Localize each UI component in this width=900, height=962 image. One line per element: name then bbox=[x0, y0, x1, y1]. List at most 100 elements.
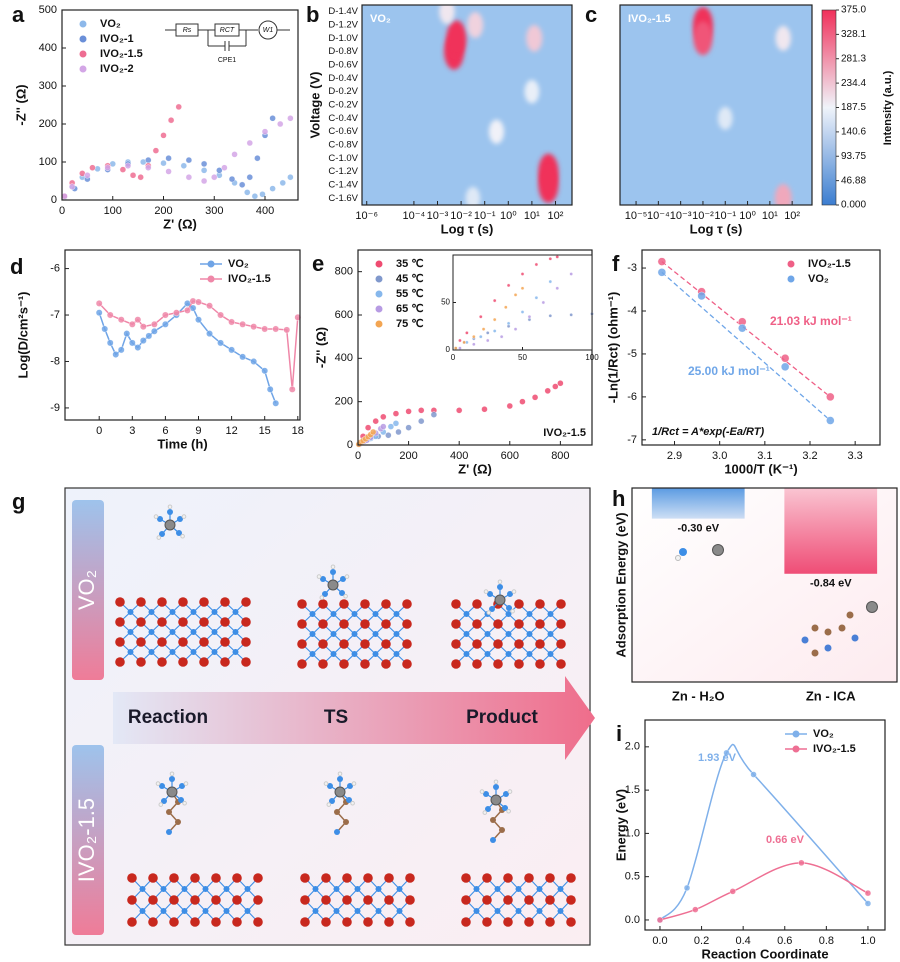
data-point bbox=[372, 417, 379, 425]
atom bbox=[148, 895, 158, 905]
y-tick-label: D-0.2V bbox=[328, 86, 358, 97]
data-point bbox=[129, 172, 137, 179]
atom bbox=[127, 873, 137, 883]
atom bbox=[211, 917, 221, 927]
atom bbox=[329, 798, 335, 804]
atom bbox=[139, 886, 146, 892]
atom bbox=[545, 873, 555, 883]
data-point bbox=[123, 330, 131, 338]
y-tick-label: C-0.8V bbox=[328, 140, 358, 151]
data-point bbox=[238, 181, 246, 189]
data-point bbox=[95, 300, 103, 307]
x-tick-label: 10⁻⁶ bbox=[355, 210, 378, 222]
y-tick-label: -7 bbox=[50, 309, 60, 321]
data-point bbox=[200, 160, 208, 168]
y-tick-label: D-1.0V bbox=[328, 33, 358, 44]
legend-label: 35 ℃ bbox=[396, 258, 424, 270]
atom bbox=[451, 659, 461, 669]
y-tick-label: 400 bbox=[335, 352, 353, 364]
x-tick-label: 100 bbox=[585, 353, 599, 362]
atom bbox=[158, 802, 164, 807]
data-point bbox=[104, 164, 111, 171]
atom bbox=[139, 908, 146, 914]
atom bbox=[309, 651, 316, 657]
atom bbox=[545, 895, 555, 905]
legend-label: 55 ℃ bbox=[396, 288, 424, 300]
data-point bbox=[455, 407, 463, 414]
atom bbox=[566, 873, 576, 883]
legend-label: VO₂ bbox=[100, 18, 121, 30]
atom bbox=[514, 639, 524, 649]
data-point bbox=[380, 423, 387, 430]
atom bbox=[181, 886, 188, 892]
heat-spot bbox=[467, 11, 484, 39]
atom bbox=[384, 895, 394, 905]
atom bbox=[339, 659, 349, 669]
atom bbox=[169, 776, 175, 782]
data-point bbox=[369, 428, 377, 436]
atom bbox=[360, 599, 370, 609]
atom bbox=[182, 800, 187, 806]
atom bbox=[556, 659, 566, 669]
legend-label: 65 ℃ bbox=[396, 303, 424, 315]
atom bbox=[321, 873, 331, 883]
y-tick-label: C-1.4V bbox=[328, 180, 358, 191]
atom bbox=[115, 597, 125, 607]
atom bbox=[360, 659, 370, 669]
atom bbox=[157, 516, 163, 522]
atom bbox=[320, 576, 326, 582]
atom bbox=[223, 886, 230, 892]
atom bbox=[164, 519, 176, 531]
x-tick-label: 200 bbox=[399, 450, 417, 462]
colorbar-label: 375.0 bbox=[841, 5, 866, 16]
y-tick-label: -8 bbox=[50, 355, 60, 367]
atom bbox=[461, 895, 471, 905]
atom bbox=[514, 619, 524, 629]
atom bbox=[381, 619, 391, 629]
atom bbox=[510, 608, 515, 614]
legend-marker bbox=[787, 260, 795, 268]
data-point bbox=[189, 297, 197, 305]
atom bbox=[484, 651, 491, 657]
annotation: 25.00 kJ mol⁻¹ bbox=[688, 364, 770, 378]
x-tick-label: 600 bbox=[501, 450, 519, 462]
panel-label: b bbox=[306, 2, 319, 27]
panel-label: g bbox=[12, 489, 25, 514]
atom bbox=[473, 886, 480, 892]
y-tick-label: -5 bbox=[627, 348, 637, 360]
data-point bbox=[534, 262, 539, 267]
y-tick-label: 200 bbox=[335, 396, 353, 408]
data-point bbox=[185, 173, 193, 181]
y-tick-label: 1.0 bbox=[625, 827, 640, 839]
y-tick-label: 500 bbox=[39, 4, 57, 16]
legend-label: IVO₂-1.5 bbox=[813, 743, 856, 755]
atom bbox=[675, 555, 681, 561]
data-point bbox=[552, 383, 559, 390]
data-point bbox=[548, 313, 553, 318]
atom bbox=[190, 873, 200, 883]
plot-frame bbox=[361, 4, 573, 206]
data-point bbox=[513, 293, 518, 297]
atom bbox=[232, 629, 239, 635]
legend-marker bbox=[375, 260, 383, 268]
data-point bbox=[150, 320, 158, 328]
atom bbox=[181, 514, 187, 519]
atom bbox=[153, 514, 159, 519]
x-tick-label: 0 bbox=[355, 450, 361, 462]
atom bbox=[178, 617, 188, 627]
legend-label: 45 ℃ bbox=[396, 273, 424, 285]
atom bbox=[506, 605, 512, 611]
atom bbox=[483, 791, 489, 797]
data-point bbox=[185, 156, 193, 164]
atom bbox=[223, 908, 230, 914]
data-point bbox=[864, 889, 872, 897]
x-tick-label: 10⁰ bbox=[500, 210, 517, 222]
legend-marker bbox=[375, 320, 383, 328]
atom bbox=[169, 629, 176, 635]
data-point bbox=[750, 771, 757, 778]
atom bbox=[489, 606, 495, 612]
data-point bbox=[569, 272, 573, 276]
atom bbox=[309, 611, 316, 617]
data-point bbox=[294, 313, 302, 321]
